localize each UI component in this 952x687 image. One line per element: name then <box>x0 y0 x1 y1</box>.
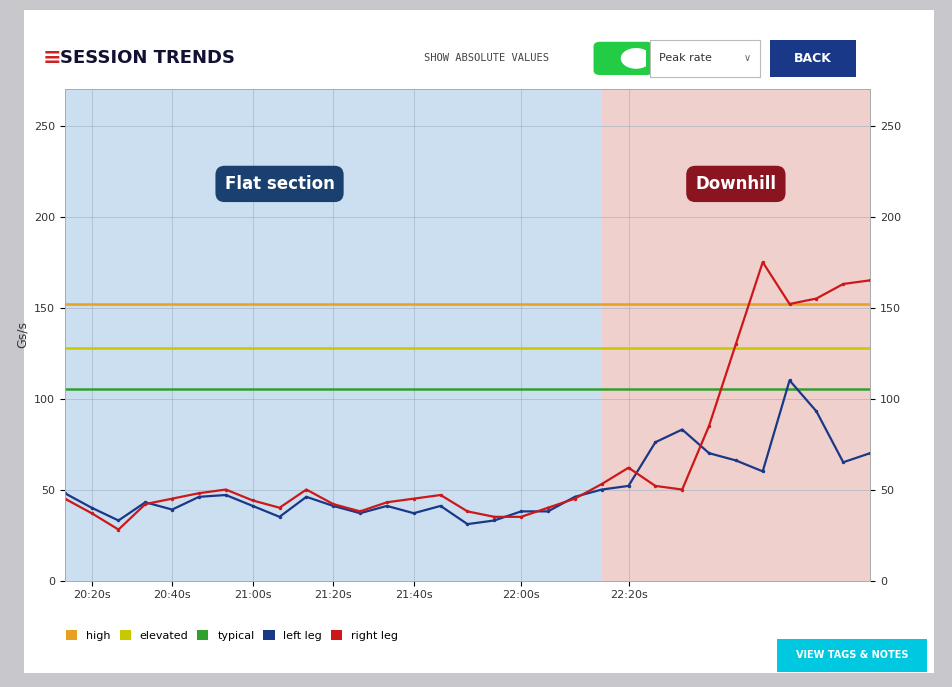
FancyBboxPatch shape <box>593 42 652 75</box>
Text: VIEW TAGS & NOTES: VIEW TAGS & NOTES <box>795 651 907 660</box>
Y-axis label: Gs/s: Gs/s <box>15 322 29 348</box>
Text: ∨: ∨ <box>743 54 750 63</box>
Text: Downhill: Downhill <box>695 175 776 193</box>
Text: Flat section: Flat section <box>225 175 334 193</box>
Text: SESSION TRENDS: SESSION TRENDS <box>60 49 235 67</box>
Bar <box>601 89 869 581</box>
Text: Peak rate: Peak rate <box>658 54 711 63</box>
Text: BACK: BACK <box>793 52 831 65</box>
Legend: high, elevated, typical, left leg, right leg: high, elevated, typical, left leg, right… <box>67 631 398 641</box>
Circle shape <box>621 49 650 68</box>
Bar <box>65 89 601 581</box>
Text: ≡: ≡ <box>43 48 62 69</box>
Text: SHOW ABSOLUTE VALUES: SHOW ABSOLUTE VALUES <box>424 54 548 63</box>
